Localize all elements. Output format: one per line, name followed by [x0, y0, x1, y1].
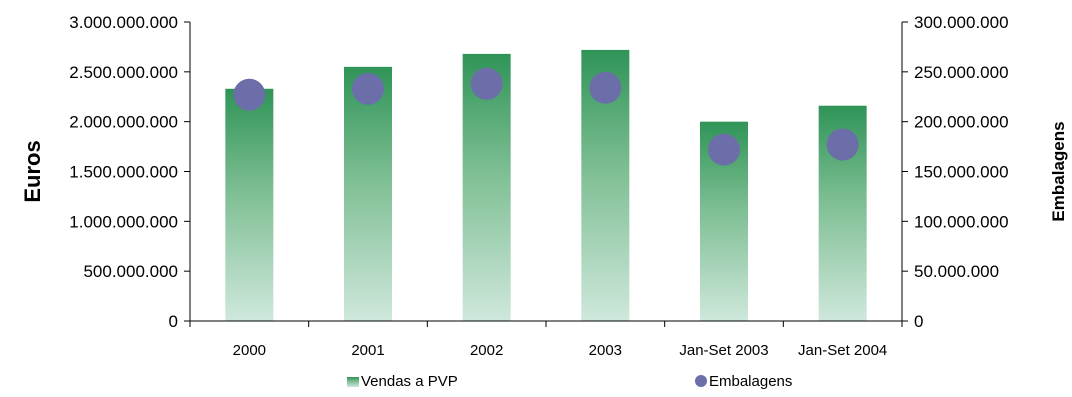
legend-label-vendas: Vendas a PVP	[361, 373, 458, 390]
legend: Vendas a PVP Embalagens	[347, 373, 792, 390]
right-tick-label: 0	[914, 312, 923, 331]
y-left-axis-title: Euros	[20, 140, 45, 202]
x-tick-label: 2003	[589, 342, 622, 359]
y-right-axis-title: Embalagens	[1049, 121, 1068, 221]
legend-swatch-vendas	[347, 377, 359, 387]
dot-2003	[589, 71, 622, 104]
left-tick-label: 2.500.000.000	[69, 63, 178, 82]
x-tick-label: 2002	[470, 342, 503, 359]
bars-group	[225, 49, 867, 322]
x-tick-label: Jan-Set 2004	[798, 342, 887, 359]
dot-2000	[233, 78, 266, 111]
left-tick-label: 2.000.000.000	[69, 113, 178, 132]
dot-2002	[470, 67, 503, 100]
x-tick-label: Jan-Set 2003	[679, 342, 768, 359]
dot-jan-set-2004	[826, 128, 859, 161]
axes-group: 0 500.000.000 1.000.000.000 1.500.000.000 2.…	[20, 13, 1068, 359]
dot-jan-set-2003	[708, 133, 740, 166]
legend-swatch-embalagens	[695, 375, 707, 387]
x-tick-label: 2000	[233, 342, 266, 359]
x-tick-label: 2001	[351, 342, 384, 359]
right-tick-label: 200.000.000	[914, 113, 1009, 132]
right-tick-label: 50.000.000	[914, 262, 999, 281]
right-tick-label: 250.000.000	[914, 63, 1009, 82]
dot-2001	[352, 72, 384, 105]
left-tick-label: 3.000.000.000	[69, 13, 178, 32]
bar-2000	[225, 88, 274, 321]
left-tick-label: 1.000.000.000	[69, 212, 178, 231]
right-tick-label: 150.000.000	[914, 163, 1009, 182]
bar-2001	[344, 66, 392, 321]
left-tick-label: 500.000.000	[83, 262, 178, 281]
legend-label-embalagens: Embalagens	[709, 373, 792, 390]
left-tick-label: 0	[169, 312, 178, 331]
dots-group	[233, 67, 859, 166]
left-tick-label: 1.500.000.000	[69, 163, 178, 182]
right-tick-label: 100.000.000	[914, 212, 1009, 231]
right-tick-label: 300.000.000	[914, 13, 1009, 32]
